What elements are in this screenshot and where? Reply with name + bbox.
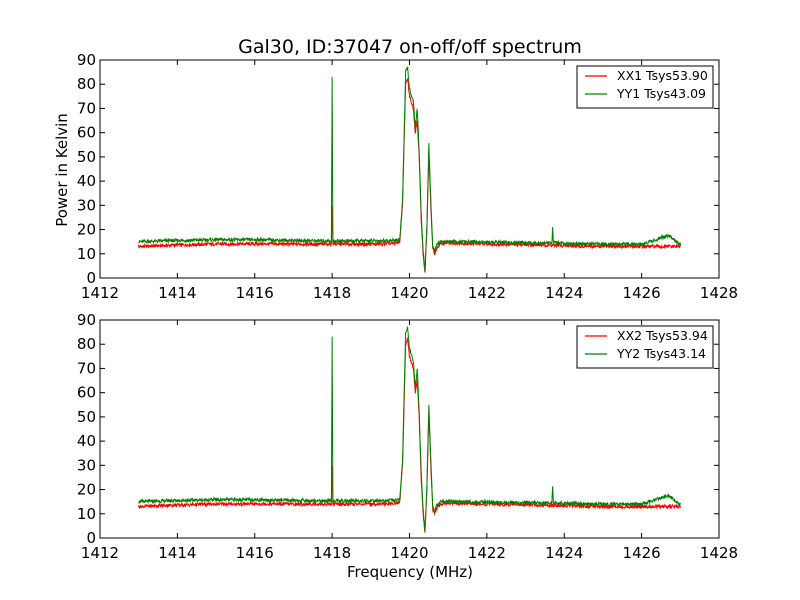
legend-label: YY2 Tsys43.14 [616, 346, 706, 361]
y-tick-label: 50 [77, 148, 96, 166]
top-panel: 1412 1414 1416 1418 1420 1422 1424 1426 1428 0 10 2… [77, 51, 738, 302]
legend: XX1 Tsys53.90 YY1 Tsys43.09 [576, 65, 714, 109]
y-tick-label: 0 [86, 529, 96, 547]
x-tick-label: 1426 [623, 544, 661, 562]
x-tick-label: 1418 [313, 284, 351, 302]
series-line-yy1 [138, 66, 681, 273]
x-tick-label: 1414 [158, 284, 196, 302]
x-tick-label: 1428 [700, 284, 738, 302]
y-tick-label: 20 [77, 481, 96, 499]
y-tick-label: 90 [77, 311, 96, 329]
legend: XX2 Tsys53.94 YY2 Tsys43.14 [576, 325, 714, 369]
y-tick-label: 80 [77, 335, 96, 353]
y-tick-label: 40 [77, 172, 96, 190]
legend-box [576, 65, 714, 109]
x-tick-label: 1422 [468, 544, 506, 562]
x-tick-label: 1424 [545, 284, 583, 302]
legend-label: XX2 Tsys53.94 [617, 328, 708, 343]
y-tick-label: 40 [77, 432, 96, 450]
y-tick-label: 20 [77, 221, 96, 239]
x-tick-label: 1428 [700, 544, 738, 562]
legend-label: YY1 Tsys43.09 [616, 86, 706, 101]
x-tick-label: 1416 [236, 284, 274, 302]
x-axis-title: Frequency (MHz) [347, 563, 473, 581]
x-tick-label: 1412 [81, 284, 119, 302]
y-axis-title: Power in Kelvin [53, 113, 71, 227]
y-tick-label: 0 [86, 269, 96, 287]
x-tick-label: 1422 [468, 284, 506, 302]
y-tick-label: 60 [77, 124, 96, 142]
series-line-yy2 [138, 326, 681, 532]
y-tick-label: 70 [77, 359, 96, 377]
y-tick-label: 50 [77, 408, 96, 426]
x-tick-label: 1426 [623, 284, 661, 302]
x-tick-label: 1416 [236, 544, 274, 562]
series-line-xx1 [138, 77, 681, 273]
chart-title: Gal30, ID:37047 on-off/off spectrum [238, 36, 582, 58]
y-tick-label: 60 [77, 384, 96, 402]
x-tick-label: 1420 [390, 544, 428, 562]
y-tick-label: 10 [77, 245, 96, 263]
y-tick-label: 80 [77, 75, 96, 93]
legend-label: XX1 Tsys53.90 [617, 68, 708, 83]
x-tick-label: 1424 [545, 544, 583, 562]
x-tick-label: 1414 [158, 544, 196, 562]
legend-box [576, 325, 714, 369]
x-tick-label: 1420 [390, 284, 428, 302]
y-tick-label: 90 [77, 51, 96, 69]
x-tick-label: 1412 [81, 544, 119, 562]
y-tick-label: 70 [77, 99, 96, 117]
x-tick-label: 1418 [313, 544, 351, 562]
y-tick-label: 30 [77, 456, 96, 474]
y-tick-label: 10 [77, 505, 96, 523]
bottom-panel: 1412 1414 1416 1418 1420 1422 1424 1426 1428 0 10 2… [77, 311, 738, 562]
series-line-xx2 [138, 336, 681, 533]
y-tick-label: 30 [77, 196, 96, 214]
